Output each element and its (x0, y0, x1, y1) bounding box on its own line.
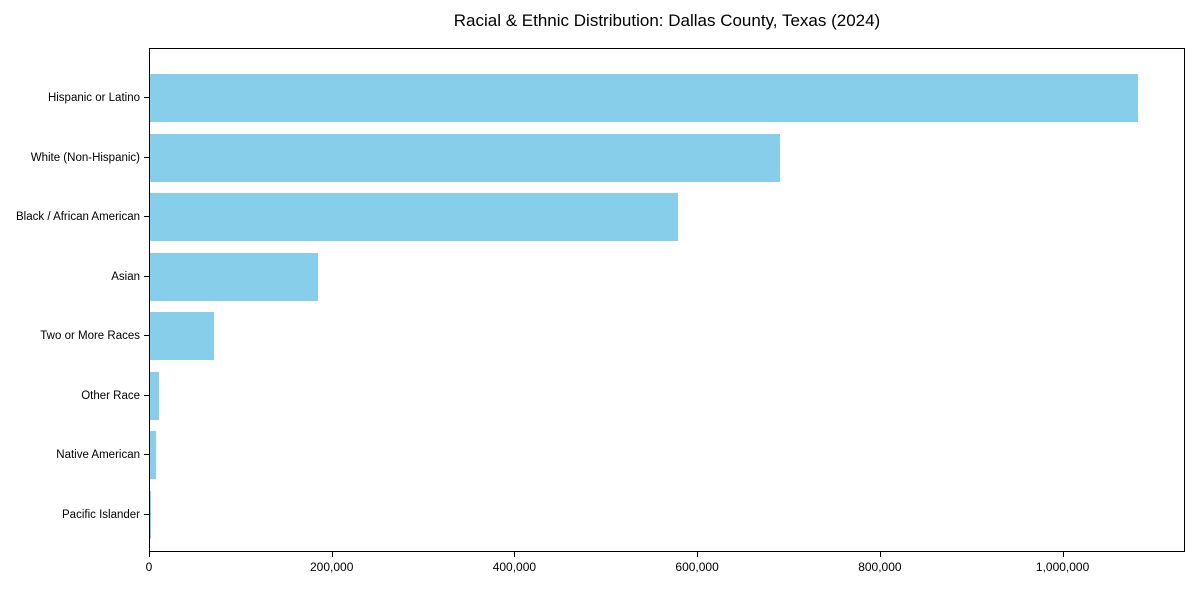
bar-pacific-islander (150, 490, 151, 539)
y-tick-label: Pacific Islander (62, 508, 140, 521)
y-tick-mark (144, 275, 149, 277)
x-tick-label: 0 (145, 560, 153, 574)
y-tick-mark (144, 335, 149, 337)
bar-native-american (150, 431, 156, 480)
x-tick-label: 600,000 (675, 560, 719, 574)
x-tick-label: 1,000,000 (1035, 560, 1090, 574)
x-tick-mark (879, 552, 881, 557)
x-tick-mark (514, 552, 516, 557)
x-tick-label: 200,000 (309, 560, 354, 574)
bar-asian (150, 252, 319, 301)
y-tick-label: Hispanic or Latino (47, 92, 140, 104)
bar-white-non-hispanic- (150, 133, 781, 182)
x-tick-mark (331, 552, 333, 557)
plot-area (149, 48, 1185, 552)
bar-other-race (150, 371, 160, 420)
x-tick-label: 400,000 (492, 560, 537, 574)
x-tick-mark (1062, 552, 1064, 557)
y-tick-mark (144, 394, 149, 396)
y-tick-label: Two or More Races (40, 330, 140, 343)
y-tick-mark (144, 454, 149, 456)
y-tick-label: Asian (111, 270, 140, 283)
y-tick-mark (144, 513, 149, 515)
y-tick-label: Other Race (81, 389, 140, 402)
y-tick-label: White (Non-Hispanic) (30, 151, 140, 164)
x-tick-mark (149, 552, 150, 557)
y-tick-mark (144, 97, 149, 98)
y-tick-label: Native American (56, 449, 140, 462)
chart-title: Racial & Ethnic Distribution: Dallas Cou… (453, 11, 881, 30)
y-tick-label: Black / African American (16, 211, 140, 224)
bar-black-african-american (150, 193, 678, 242)
y-tick-mark (144, 156, 149, 158)
y-tick-mark (144, 216, 149, 218)
x-tick-mark (697, 552, 699, 557)
bar-hispanic-or-latino (150, 74, 1138, 122)
bar-two-or-more-races (150, 312, 214, 361)
x-tick-label: 800,000 (858, 560, 902, 574)
